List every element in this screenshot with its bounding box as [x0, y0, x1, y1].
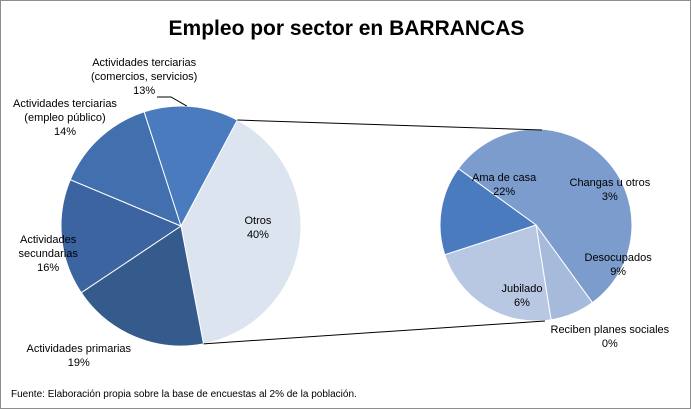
slice-actividades-secundarias — [60, 179, 183, 294]
label-ama-de-casa: Ama de casa 22% — [472, 172, 537, 198]
slice-actividades-terciarias-comercios-servicios — [143, 105, 239, 228]
leader-line-comercios-servicios — [157, 96, 188, 107]
source-note: Fuente: Elaboración propia sobre la base… — [11, 389, 357, 400]
label-actividades-terciarias-comercios-servicios: Actividades terciarias (comercios, servic… — [91, 57, 198, 97]
label-actividades-terciarias-empleo-publico: Actividades terciarias (empleo público) 14… — [13, 98, 117, 138]
connector-line-top — [237, 119, 543, 131]
slice-ama-de-casa — [457, 128, 633, 304]
slice-desocupados — [444, 224, 552, 322]
label-otros: Otros 40% — [244, 215, 272, 241]
slice-actividades-primarias — [80, 225, 205, 347]
label-desocupados: Desocupados 9% — [584, 252, 652, 278]
slice-jubilado — [439, 167, 538, 256]
label-reciben-planes-sociales: Reciben planes sociales 0% — [550, 324, 670, 350]
slice-otros — [180, 119, 302, 345]
label-jubilado: Jubilado 6% — [501, 283, 543, 309]
label-changas-u-otros: Changas u otros 3% — [569, 177, 651, 203]
chart-title: Empleo por sector en BARRANCAS — [168, 17, 525, 40]
label-actividades-secundarias: Actividades secundarias 16% — [18, 234, 78, 274]
label-actividades-primarias: Actividades primarias 19% — [26, 343, 132, 369]
connector-line-bottom — [203, 320, 546, 345]
